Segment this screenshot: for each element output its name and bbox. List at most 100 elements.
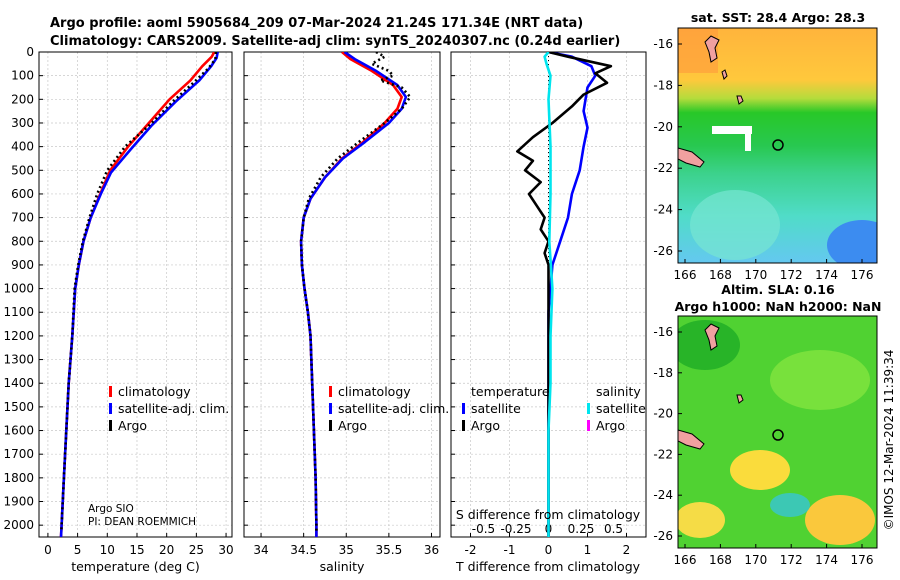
- legend-swatch-argo: [109, 420, 112, 431]
- legend-swatch-s-satellite: [587, 403, 590, 414]
- latitude-label: -18: [653, 366, 673, 380]
- temperature-tick-labels: 0 5 10 15 20 25 30: [44, 543, 234, 557]
- sla-map-latitude-labels: -16 -18 -20 -22 -24 -26: [653, 325, 682, 543]
- salinity-profile-chart: 34 34.5 35 35.5 36 salinity climatology sate…: [243, 51, 449, 574]
- temperature-axes-frame: [38, 51, 233, 538]
- x-tick-label: 25: [189, 543, 204, 557]
- salinity-series: [299, 52, 412, 537]
- island-new-caledonia: [678, 429, 705, 450]
- temperature-x-axis-label: temperature (deg C): [71, 559, 200, 574]
- argo-institution-note: Argo SIO: [88, 503, 134, 515]
- depth-tick-label: 600: [11, 187, 34, 201]
- series-salinity-satellite: [543, 52, 554, 537]
- s-difference-axis-label: S difference from climatology: [456, 507, 641, 522]
- difference-legend-temperature: temperature satellite Argo: [462, 384, 550, 433]
- island-new-caledonia: [678, 147, 705, 168]
- depth-tick-label: 1400: [3, 376, 34, 390]
- salinity-x-axis-label: salinity: [320, 559, 365, 574]
- longitude-label: 168: [709, 268, 732, 282]
- latitude-label: -22: [653, 447, 673, 461]
- sst-map-longitude-labels: 166 168 170 172 174 176: [674, 259, 873, 282]
- depth-tick-label: 1300: [3, 353, 34, 367]
- depth-tick-label: 900: [11, 258, 34, 272]
- difference-series: [515, 52, 613, 537]
- series-temperature-satellite: [547, 52, 597, 537]
- t-difference-axis-label: T difference from climatology: [455, 559, 641, 574]
- legend-swatch-t-satellite: [462, 403, 465, 414]
- latitude-label: -20: [653, 120, 673, 134]
- legend-label-climatology: climatology: [338, 384, 411, 399]
- sla-map: Altim. SLA: 0.16 Argo h1000: NaN h2000: …: [653, 282, 881, 567]
- depth-tick-label: 800: [11, 234, 34, 248]
- latitude-label: -24: [653, 203, 673, 217]
- salinity-legend: climatology satellite-adj. clim. Argo: [329, 384, 449, 433]
- latitude-label: -22: [653, 161, 673, 175]
- salinity-gridlines: [244, 51, 440, 537]
- longitude-label: 168: [709, 553, 732, 567]
- island-efate: [736, 394, 744, 404]
- temperature-gridlines: [39, 51, 232, 537]
- depth-tick-label: 100: [11, 69, 34, 83]
- depth-tick-label: 700: [11, 211, 34, 225]
- t-difference-tick-labels: -2 -1 0 1 2: [465, 543, 631, 557]
- longitude-label: 170: [744, 268, 767, 282]
- temperature-series: [59, 52, 219, 537]
- series-temperature-argo: [515, 52, 613, 537]
- longitude-label: 166: [674, 268, 697, 282]
- x-tick-label: 34.5: [290, 543, 317, 557]
- temperature-legend: climatology satellite-adj. clim. Argo: [109, 384, 229, 433]
- depth-tick-labels: 0 100 200 300 400 500 600 700 800 900 1000 1100 1200…: [3, 45, 34, 532]
- legend-swatch-satellite-adj: [329, 403, 332, 414]
- x-tick-label: 10: [100, 543, 115, 557]
- depth-tick-label: 1700: [3, 447, 34, 461]
- sst-map: sat. SST: 28.4 Argo: 28.3 166 168 170 172 17…: [653, 10, 878, 282]
- argo-float-location-marker: [772, 139, 784, 151]
- series-satellite-adj-clim-: [299, 52, 408, 537]
- sla-map-title-line1: Altim. SLA: 0.16: [721, 282, 835, 297]
- x-tick-label: -2: [465, 543, 477, 557]
- figure-title-line1: Argo profile: aoml 5905684_209 07-Mar-20…: [50, 16, 583, 31]
- legend-label-satellite-adj: satellite-adj. clim.: [118, 401, 229, 416]
- latitude-label: -16: [653, 37, 673, 51]
- figure-title-line2: Climatology: CARS2009. Satellite-adj cli…: [50, 34, 620, 49]
- x-tick-label: 1: [584, 543, 592, 557]
- latitude-label: -16: [653, 325, 673, 339]
- sla-map-frame: [677, 315, 878, 549]
- legend-label-t-satellite: satellite: [471, 401, 521, 416]
- sst-missing-data-cloud: [712, 126, 752, 134]
- x-tick-label: 0: [545, 543, 553, 557]
- s-tick-label: 0.25: [568, 522, 595, 536]
- island-small: [721, 69, 728, 80]
- legend-swatch-s-argo: [587, 420, 590, 431]
- depth-tick-label: 200: [11, 92, 34, 106]
- x-tick-label: 35: [339, 543, 354, 557]
- s-tick-label: -0.5: [472, 522, 495, 536]
- series-climatology: [59, 52, 216, 537]
- latitude-label: -24: [653, 488, 673, 502]
- latitude-label: -20: [653, 407, 673, 421]
- depth-tick-label: 400: [11, 140, 34, 154]
- legend-title-salinity: salinity: [596, 384, 641, 399]
- x-tick-label: 35.5: [376, 543, 403, 557]
- legend-label-argo: Argo: [118, 418, 147, 433]
- island-efate: [736, 95, 744, 105]
- depth-tick-label: 500: [11, 163, 34, 177]
- island-espiritu-santo: [704, 35, 720, 63]
- x-tick-label: 34: [253, 543, 268, 557]
- x-tick-label: -1: [504, 543, 516, 557]
- temperature-profile-chart: 0100200300400500600700800900100011001200…: [3, 45, 233, 574]
- legend-title-temperature: temperature: [471, 384, 550, 399]
- salinity-tick-labels: 34 34.5 35 35.5 36: [253, 543, 439, 557]
- longitude-label: 174: [815, 268, 838, 282]
- salinity-axes-frame: [243, 51, 441, 538]
- sla-moderate-region: [770, 350, 870, 410]
- sla-high-region-3: [678, 502, 725, 538]
- x-tick-label: 20: [159, 543, 174, 557]
- depth-tick-label: 1000: [3, 282, 34, 296]
- sst-map-frame: [677, 27, 878, 264]
- depth-tick-label: 0: [26, 45, 34, 59]
- sla-low-region: [678, 320, 740, 370]
- sst-missing-data-cloud-2: [745, 126, 751, 151]
- legend-swatch-argo: [329, 420, 332, 431]
